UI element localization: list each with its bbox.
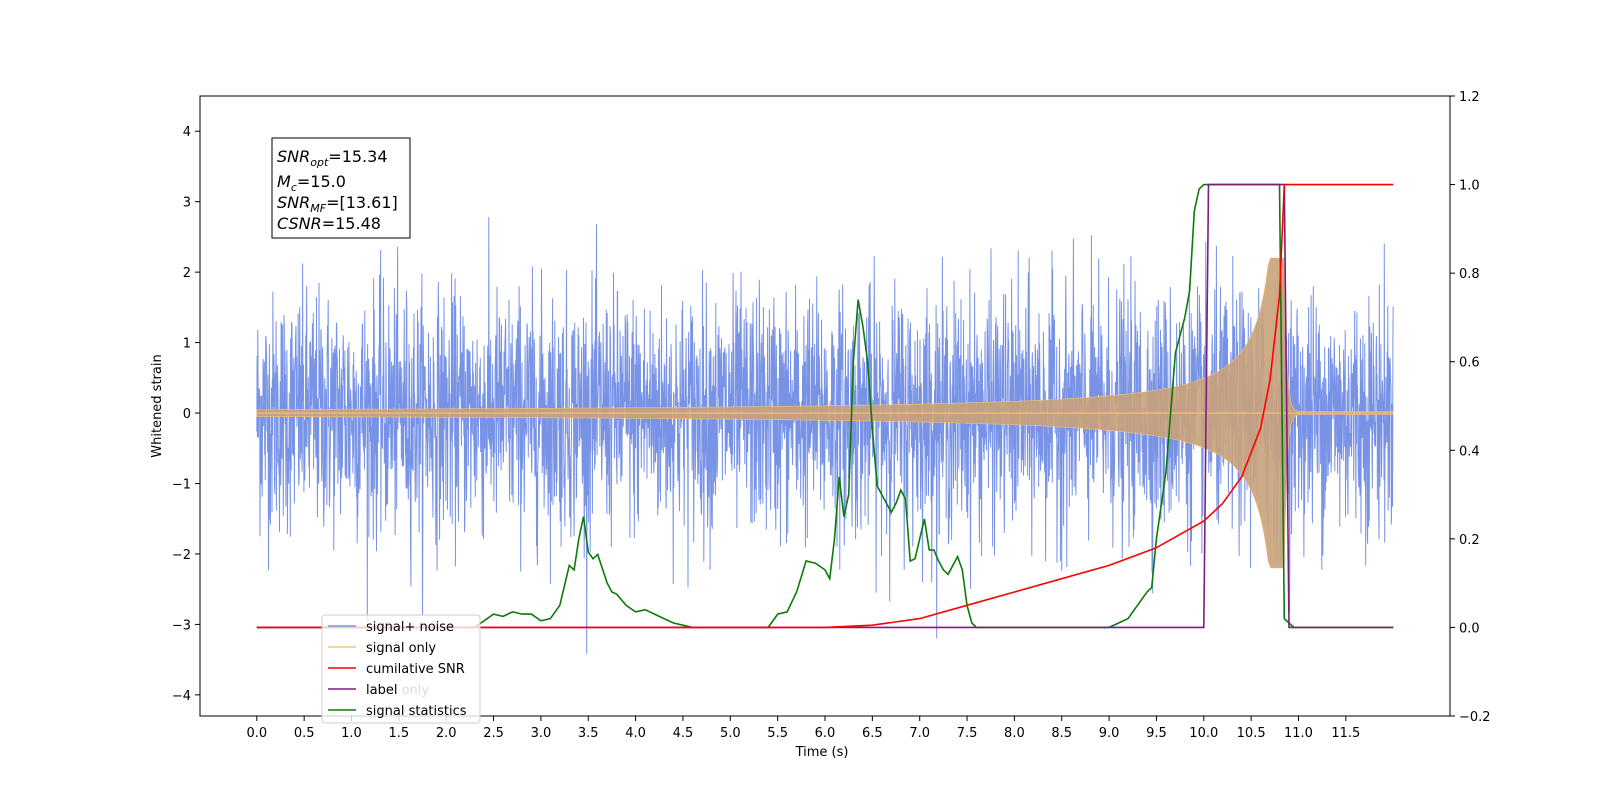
y-tick-label: −1 — [172, 478, 191, 493]
x-tick-label: 4.5 — [673, 726, 694, 741]
x-tick-label: 9.5 — [1146, 726, 1167, 741]
y2-tick-label: 0.4 — [1459, 444, 1480, 459]
series-signal-statistics — [256, 183, 1394, 629]
x-tick-label: 6.5 — [862, 726, 883, 741]
y-tick-label: 4 — [183, 125, 191, 140]
legend-label-label: label — [366, 683, 397, 698]
y2-tick-label: −0.2 — [1459, 710, 1491, 725]
y-tick-label: 3 — [183, 196, 191, 211]
x-tick-label: 3.5 — [578, 726, 599, 741]
x-axis: 0.0 0.5 1.0 1.5 2.0 2.5 3.0 3.5 4.0 4.5 5.0 5.5 6.0 6… — [246, 716, 1360, 741]
x-tick-label: 0.0 — [246, 726, 267, 741]
legend-frame — [321, 614, 481, 724]
series-label — [256, 183, 1394, 629]
y-tick-label: −2 — [172, 548, 191, 563]
y2-tick-label: 0.2 — [1459, 533, 1480, 548]
y-tick-label: 0 — [183, 407, 191, 422]
y-tick-label: −4 — [172, 689, 191, 704]
x-tick-label: 2.0 — [436, 726, 457, 741]
y2-tick-label: 0.8 — [1459, 267, 1480, 282]
y2-tick-label: 0.6 — [1459, 356, 1480, 371]
x-tick-label: 7.5 — [957, 726, 978, 741]
y2-tick-label: 1.0 — [1459, 179, 1480, 194]
annotation-box: SNRopt=15.34 Mc=15.0 SNRMF=[13.61] CSNR=… — [271, 137, 411, 239]
legend-label-signal-only: signal only — [366, 641, 436, 656]
x-tick-label: 3.0 — [531, 726, 552, 741]
x-tick-label: 4.0 — [625, 726, 646, 741]
plot-series — [256, 183, 1394, 654]
y-tick-label: 2 — [183, 266, 191, 281]
y-axis-left: −4 −3 −2 −1 0 1 2 3 4 — [172, 125, 200, 704]
x-tick-label: 8.5 — [1051, 726, 1072, 741]
x-tick-label: 7.0 — [909, 726, 930, 741]
legend-label-signal-noise: signal+ noise — [366, 620, 454, 635]
legend-label-cumulative-snr: cumilative SNR — [366, 662, 465, 677]
y-axis-right: −0.2 0.0 0.2 0.4 0.6 0.8 1.0 1.2 — [1450, 90, 1491, 725]
y-tick-label: 1 — [183, 337, 191, 352]
x-tick-label: 9.0 — [1099, 726, 1120, 741]
annotation-line-csnr: CSNR=15.48 — [277, 214, 381, 233]
x-tick-label: 10.5 — [1237, 726, 1266, 741]
annotation-frame — [271, 137, 411, 239]
plot-area — [256, 183, 1394, 654]
y2-tick-label: 0.0 — [1459, 621, 1480, 636]
x-tick-label: 1.5 — [389, 726, 410, 741]
x-tick-label: 0.5 — [294, 726, 315, 741]
y-axis-label: Whitened strain — [150, 354, 165, 457]
series-cumulative-snr — [256, 183, 1394, 629]
x-tick-label: 8.0 — [1004, 726, 1025, 741]
x-tick-label: 2.5 — [483, 726, 504, 741]
x-tick-label: 5.5 — [767, 726, 788, 741]
x-tick-label: 11.0 — [1284, 726, 1313, 741]
legend: signal+ noise signal only cumilative SNR… — [321, 614, 481, 724]
y-tick-label: −3 — [172, 618, 191, 633]
x-tick-label: 6.0 — [815, 726, 836, 741]
x-tick-label: 1.0 — [341, 726, 362, 741]
annotation-line-mc: Mc=15.0 — [277, 172, 346, 194]
x-axis-label: Time (s) — [795, 745, 849, 760]
legend-label-label-only-ghost: label only — [366, 683, 429, 698]
x-tick-label: 11.5 — [1331, 726, 1360, 741]
annotation-line-snr-opt: SNRopt=15.34 — [277, 147, 388, 169]
legend-label-signal-statistics: signal statistics — [366, 704, 467, 719]
x-tick-label: 5.0 — [720, 726, 741, 741]
annotation-line-snr-mf: SNRMF=[13.61] — [277, 193, 398, 215]
x-tick-label: 10.0 — [1189, 726, 1218, 741]
y2-tick-label: 1.2 — [1459, 90, 1480, 105]
